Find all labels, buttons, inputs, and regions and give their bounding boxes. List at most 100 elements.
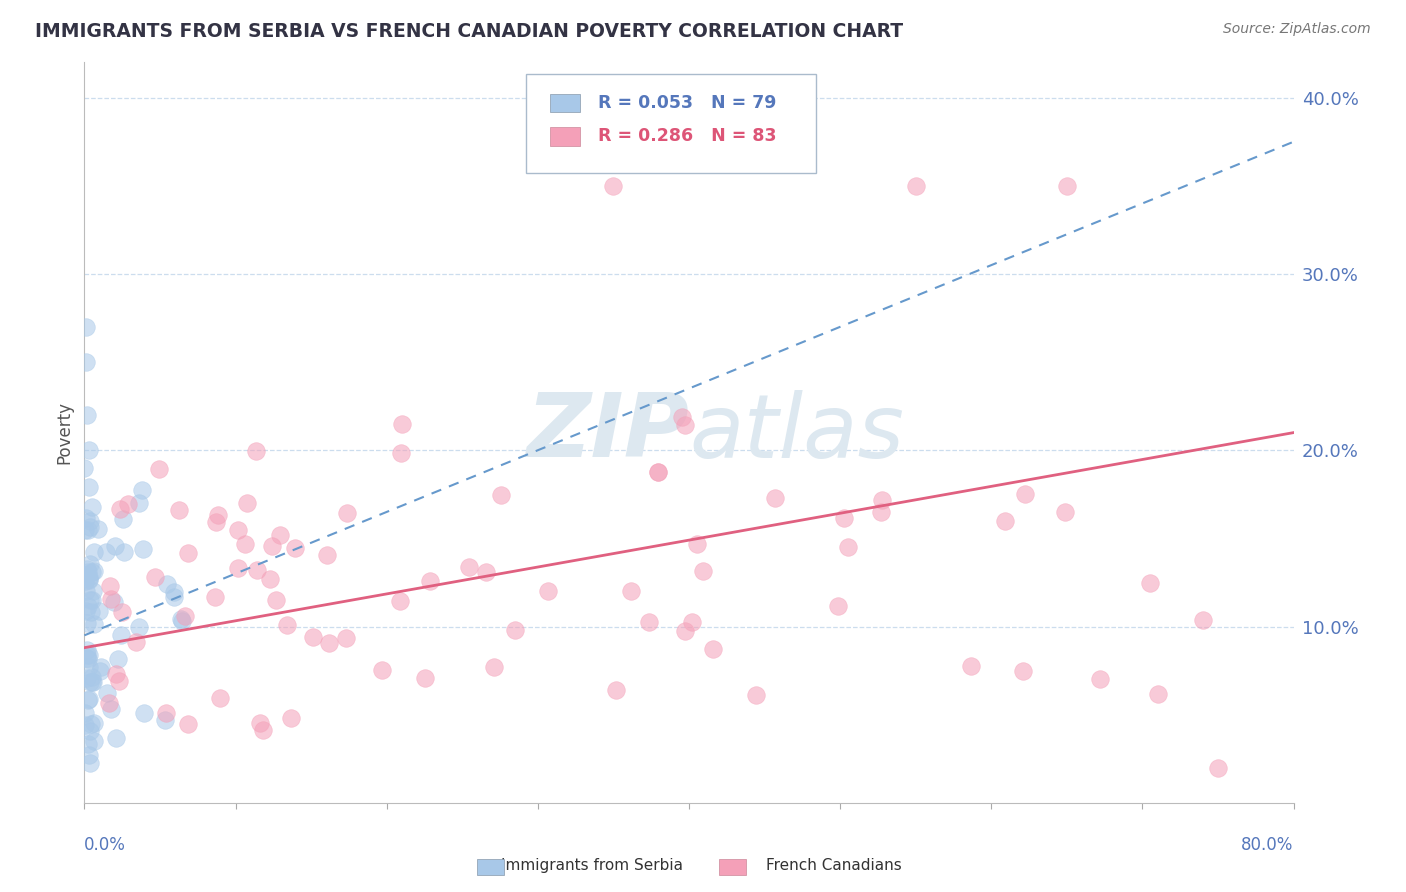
Point xyxy=(80,593,103,607)
Point xyxy=(79,756,101,770)
Point xyxy=(994,514,1017,528)
Point xyxy=(872,493,894,508)
Point xyxy=(77,659,100,673)
Point xyxy=(336,507,359,521)
Point xyxy=(143,570,166,584)
Point xyxy=(276,618,298,632)
Point xyxy=(163,585,186,599)
Text: 80.0%: 80.0% xyxy=(1241,836,1294,855)
Point xyxy=(457,559,479,574)
Point xyxy=(77,691,100,706)
Point xyxy=(80,566,103,580)
Point xyxy=(503,624,526,638)
Point xyxy=(169,503,191,517)
Point xyxy=(112,545,135,559)
Point xyxy=(692,564,714,578)
Point xyxy=(83,545,105,559)
Point xyxy=(1014,487,1036,501)
Point xyxy=(86,522,108,536)
Point xyxy=(960,658,983,673)
Point xyxy=(264,593,287,607)
Point xyxy=(82,584,104,599)
Point xyxy=(96,545,118,559)
Point xyxy=(1054,505,1077,519)
Point xyxy=(389,446,412,460)
Point xyxy=(75,718,97,732)
Text: 0.0%: 0.0% xyxy=(84,836,127,855)
Point xyxy=(79,570,101,584)
Point xyxy=(647,465,669,479)
Point xyxy=(602,178,624,193)
Bar xyxy=(720,859,745,875)
Point xyxy=(131,483,153,497)
Point xyxy=(1191,613,1213,627)
Point xyxy=(75,583,97,598)
Point xyxy=(236,496,259,510)
Point xyxy=(105,667,128,681)
Point xyxy=(76,562,98,576)
Point xyxy=(79,593,101,607)
Point xyxy=(73,706,96,720)
Point xyxy=(284,541,307,555)
Point xyxy=(537,584,560,599)
Point xyxy=(76,643,98,657)
Point xyxy=(389,593,412,607)
Point xyxy=(103,595,125,609)
Point xyxy=(252,723,274,738)
Point xyxy=(904,178,927,193)
Point xyxy=(76,615,98,630)
Point xyxy=(75,574,97,588)
Text: ZIP: ZIP xyxy=(526,389,689,476)
Point xyxy=(79,519,101,533)
Point xyxy=(76,671,98,685)
Point xyxy=(82,674,104,689)
Point xyxy=(100,702,122,716)
Point xyxy=(280,711,302,725)
Point xyxy=(77,572,100,586)
Point xyxy=(1012,664,1035,678)
Point xyxy=(105,731,128,745)
Point xyxy=(148,462,170,476)
Text: Source: ZipAtlas.com: Source: ZipAtlas.com xyxy=(1223,22,1371,37)
Point xyxy=(475,565,498,579)
Point xyxy=(82,674,104,689)
Point xyxy=(87,603,110,617)
Point xyxy=(76,566,98,580)
Point xyxy=(673,418,696,433)
Point xyxy=(489,488,512,502)
Point xyxy=(79,573,101,587)
Point xyxy=(681,615,703,629)
Point xyxy=(1147,687,1170,701)
Point xyxy=(75,568,97,582)
Point xyxy=(827,599,849,614)
Point xyxy=(83,616,105,631)
Point xyxy=(117,497,139,511)
Point xyxy=(75,319,97,334)
Point xyxy=(302,630,325,644)
Point xyxy=(226,561,249,575)
Point xyxy=(75,355,97,369)
Text: IMMIGRANTS FROM SERBIA VS FRENCH CANADIAN POVERTY CORRELATION CHART: IMMIGRANTS FROM SERBIA VS FRENCH CANADIA… xyxy=(35,22,903,41)
Point xyxy=(77,480,100,494)
Point xyxy=(177,717,200,731)
Point xyxy=(132,542,155,557)
Point xyxy=(335,632,357,646)
Point xyxy=(79,557,101,571)
Point xyxy=(153,714,176,728)
Point xyxy=(269,528,291,542)
Point xyxy=(73,461,96,475)
Point xyxy=(155,706,177,721)
Point xyxy=(111,605,134,619)
Point xyxy=(110,628,132,642)
Text: Immigrants from Serbia: Immigrants from Serbia xyxy=(501,858,683,873)
Point xyxy=(170,612,193,626)
Point xyxy=(419,574,441,589)
Point xyxy=(89,664,111,678)
Point xyxy=(98,579,121,593)
Point xyxy=(316,549,339,563)
Point xyxy=(207,508,229,523)
Point xyxy=(1139,575,1161,590)
Point xyxy=(134,706,156,720)
Point xyxy=(208,690,231,705)
Bar xyxy=(550,94,581,112)
